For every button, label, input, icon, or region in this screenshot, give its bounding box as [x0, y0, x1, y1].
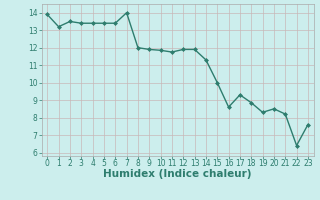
- X-axis label: Humidex (Indice chaleur): Humidex (Indice chaleur): [103, 169, 252, 179]
